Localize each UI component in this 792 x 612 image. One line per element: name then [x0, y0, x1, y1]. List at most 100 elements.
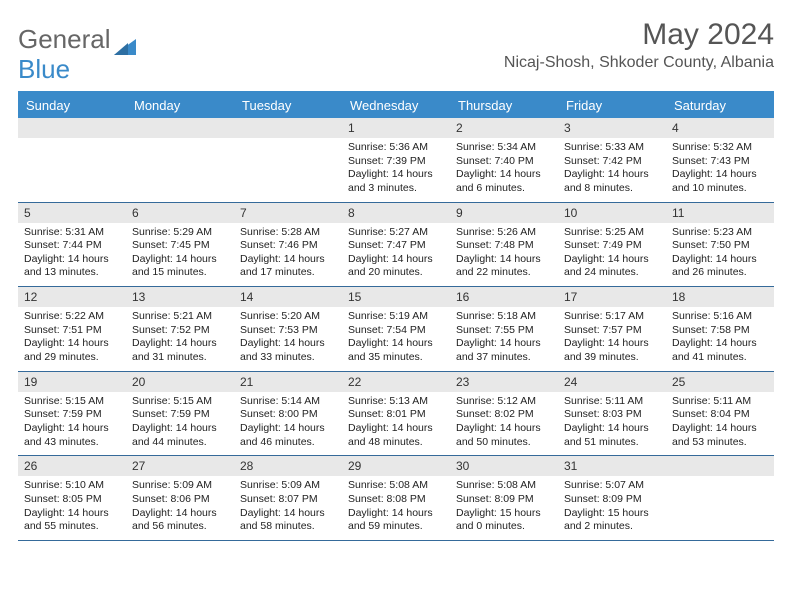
sunset-line: Sunset: 8:00 PM	[240, 408, 336, 422]
day-number: 15	[342, 287, 450, 307]
sunrise-line: Sunrise: 5:15 AM	[24, 395, 120, 409]
daylight-line: Daylight: 14 hours and 17 minutes.	[240, 253, 336, 280]
week-row: 19Sunrise: 5:15 AMSunset: 7:59 PMDayligh…	[18, 372, 774, 457]
daylight-line: Daylight: 14 hours and 58 minutes.	[240, 507, 336, 534]
day-number: 31	[558, 456, 666, 476]
day-details: Sunrise: 5:11 AMSunset: 8:04 PMDaylight:…	[666, 392, 774, 456]
day-details: Sunrise: 5:15 AMSunset: 7:59 PMDaylight:…	[126, 392, 234, 456]
daylight-line: Daylight: 14 hours and 20 minutes.	[348, 253, 444, 280]
day-cell-4: 4Sunrise: 5:32 AMSunset: 7:43 PMDaylight…	[666, 118, 774, 202]
sunset-line: Sunset: 8:07 PM	[240, 493, 336, 507]
day-details: Sunrise: 5:31 AMSunset: 7:44 PMDaylight:…	[18, 223, 126, 287]
week-row: 26 Sunrise: 5:10 AMSunset: 8:05 PM Dayligh…	[18, 456, 774, 541]
day-cell-27: 27Sunrise: 5:09 AMSunset: 8:06 PMDayligh…	[126, 456, 234, 540]
sunset-line: Sunset: 8:03 PM	[564, 408, 660, 422]
day-details: Sunrise: 5:15 AMSunset: 7:59 PMDaylight:…	[18, 392, 126, 456]
sunrise-line: Sunrise: 5:28 AM	[240, 226, 336, 240]
sunset-line: Sunset: 8:05 PM	[24, 493, 120, 507]
weekday-wednesday: Wednesday	[342, 93, 450, 118]
day-number: 30	[450, 456, 558, 476]
sunrise-line: Sunrise: 5:09 AM	[132, 479, 228, 493]
sunrise-line: Sunrise: 5:26 AM	[456, 226, 552, 240]
sunrise-line: Sunrise: 5:13 AM	[348, 395, 444, 409]
day-details: Sunrise: 5:29 AMSunset: 7:45 PMDaylight:…	[126, 223, 234, 287]
location: Nicaj-Shosh, Shkoder County, Albania	[504, 54, 774, 72]
day-number: 6	[126, 203, 234, 223]
sunrise-line: Sunrise: 5:34 AM	[456, 141, 552, 155]
daylight-line: Daylight: 14 hours and 26 minutes.	[672, 253, 768, 280]
sunset-line: Sunset: 7:59 PM	[132, 408, 228, 422]
sunset-line: Sunset: 7:52 PM	[132, 324, 228, 338]
sunrise-line: Sunrise: 5:33 AM	[564, 141, 660, 155]
sunrise-line: Sunrise: 5:12 AM	[456, 395, 552, 409]
day-details: Sunrise: 5:13 AMSunset: 8:01 PMDaylight:…	[342, 392, 450, 456]
day-cell-12: 12Sunrise: 5:22 AMSunset: 7:51 PMDayligh…	[18, 287, 126, 371]
sunrise-line: Sunrise: 5:15 AM	[132, 395, 228, 409]
daylight-line: Daylight: 14 hours and 22 minutes.	[456, 253, 552, 280]
empty-cell	[666, 456, 774, 540]
sunrise-line: Sunrise: 5:32 AM	[672, 141, 768, 155]
day-cell-15: 15Sunrise: 5:19 AMSunset: 7:54 PMDayligh…	[342, 287, 450, 371]
sunrise-line: Sunrise: 5:11 AM	[672, 395, 768, 409]
day-number: 28	[234, 456, 342, 476]
day-number	[126, 118, 234, 138]
sunset-line: Sunset: 7:58 PM	[672, 324, 768, 338]
day-details: Sunrise: 5:09 AMSunset: 8:07 PMDaylight:…	[234, 476, 342, 540]
sunrise-line: Sunrise: 5:27 AM	[348, 226, 444, 240]
day-number: 26	[18, 456, 126, 476]
sunrise-line: Sunrise: 5:10 AM	[24, 479, 120, 493]
sunset-line: Sunset: 7:50 PM	[672, 239, 768, 253]
day-cell-11: 11Sunrise: 5:23 AMSunset: 7:50 PMDayligh…	[666, 203, 774, 287]
calendar: SundayMondayTuesdayWednesdayThursdayFrid…	[18, 91, 774, 541]
daylight-line: Daylight: 14 hours and 48 minutes.	[348, 422, 444, 449]
day-details: Sunrise: 5:08 AMSunset: 8:08 PMDaylight:…	[342, 476, 450, 540]
daylight-line: Daylight: 14 hours and 24 minutes.	[564, 253, 660, 280]
sunrise-line: Sunrise: 5:25 AM	[564, 226, 660, 240]
month-title: May 2024	[504, 18, 774, 52]
day-cell-8: 8Sunrise: 5:27 AMSunset: 7:47 PMDaylight…	[342, 203, 450, 287]
weekday-friday: Friday	[558, 93, 666, 118]
weekday-tuesday: Tuesday	[234, 93, 342, 118]
day-cell-16: 16Sunrise: 5:18 AMSunset: 7:55 PMDayligh…	[450, 287, 558, 371]
day-number: 21	[234, 372, 342, 392]
day-number: 10	[558, 203, 666, 223]
empty-cell	[126, 118, 234, 202]
daylight-line: Daylight: 14 hours and 35 minutes.	[348, 337, 444, 364]
day-details: Sunrise: 5:23 AMSunset: 7:50 PMDaylight:…	[666, 223, 774, 287]
day-details: Sunrise: 5:26 AMSunset: 7:48 PMDaylight:…	[450, 223, 558, 287]
sunset-line: Sunset: 7:44 PM	[24, 239, 120, 253]
day-details: Sunrise: 5:19 AMSunset: 7:54 PMDaylight:…	[342, 307, 450, 371]
day-details: Sunrise: 5:28 AMSunset: 7:46 PMDaylight:…	[234, 223, 342, 287]
day-cell-14: 14Sunrise: 5:20 AMSunset: 7:53 PMDayligh…	[234, 287, 342, 371]
daylight-line: Daylight: 14 hours and 44 minutes.	[132, 422, 228, 449]
sunset-line: Sunset: 8:09 PM	[564, 493, 660, 507]
sunrise-line: Sunrise: 5:09 AM	[240, 479, 336, 493]
daylight-line: Daylight: 14 hours and 15 minutes.	[132, 253, 228, 280]
day-details: Sunrise: 5:21 AMSunset: 7:52 PMDaylight:…	[126, 307, 234, 371]
day-number: 16	[450, 287, 558, 307]
day-cell-22: 22Sunrise: 5:13 AMSunset: 8:01 PMDayligh…	[342, 372, 450, 456]
daylight-line: Daylight: 14 hours and 37 minutes.	[456, 337, 552, 364]
day-number: 7	[234, 203, 342, 223]
daylight-line: Daylight: 14 hours and 46 minutes.	[240, 422, 336, 449]
sunrise-line: Sunrise: 5:29 AM	[132, 226, 228, 240]
day-cell-31: 31Sunrise: 5:07 AMSunset: 8:09 PMDayligh…	[558, 456, 666, 540]
day-details: Sunrise: 5:12 AMSunset: 8:02 PMDaylight:…	[450, 392, 558, 456]
day-cell-24: 24Sunrise: 5:11 AMSunset: 8:03 PMDayligh…	[558, 372, 666, 456]
day-details: Sunrise: 5:11 AMSunset: 8:03 PMDaylight:…	[558, 392, 666, 456]
sunset-line: Sunset: 7:40 PM	[456, 155, 552, 169]
day-number: 5	[18, 203, 126, 223]
day-cell-3: 3Sunrise: 5:33 AMSunset: 7:42 PMDaylight…	[558, 118, 666, 202]
day-cell-25: 25Sunrise: 5:11 AMSunset: 8:04 PMDayligh…	[666, 372, 774, 456]
day-details: Sunrise: 5:27 AMSunset: 7:47 PMDaylight:…	[342, 223, 450, 287]
day-cell-26: 26Sunrise: 5:10 AMSunset: 8:05 PMDayligh…	[18, 456, 126, 540]
sunset-line: Sunset: 8:08 PM	[348, 493, 444, 507]
day-details: Sunrise: 5:25 AMSunset: 7:49 PMDaylight:…	[558, 223, 666, 287]
day-number: 2	[450, 118, 558, 138]
sunset-line: Sunset: 7:48 PM	[456, 239, 552, 253]
sunrise-line: Sunrise: 5:36 AM	[348, 141, 444, 155]
day-details: Sunrise: 5:17 AMSunset: 7:57 PMDaylight:…	[558, 307, 666, 371]
day-cell-19: 19Sunrise: 5:15 AMSunset: 7:59 PMDayligh…	[18, 372, 126, 456]
day-cell-7: 7Sunrise: 5:28 AMSunset: 7:46 PMDaylight…	[234, 203, 342, 287]
sunrise-line: Sunrise: 5:18 AM	[456, 310, 552, 324]
